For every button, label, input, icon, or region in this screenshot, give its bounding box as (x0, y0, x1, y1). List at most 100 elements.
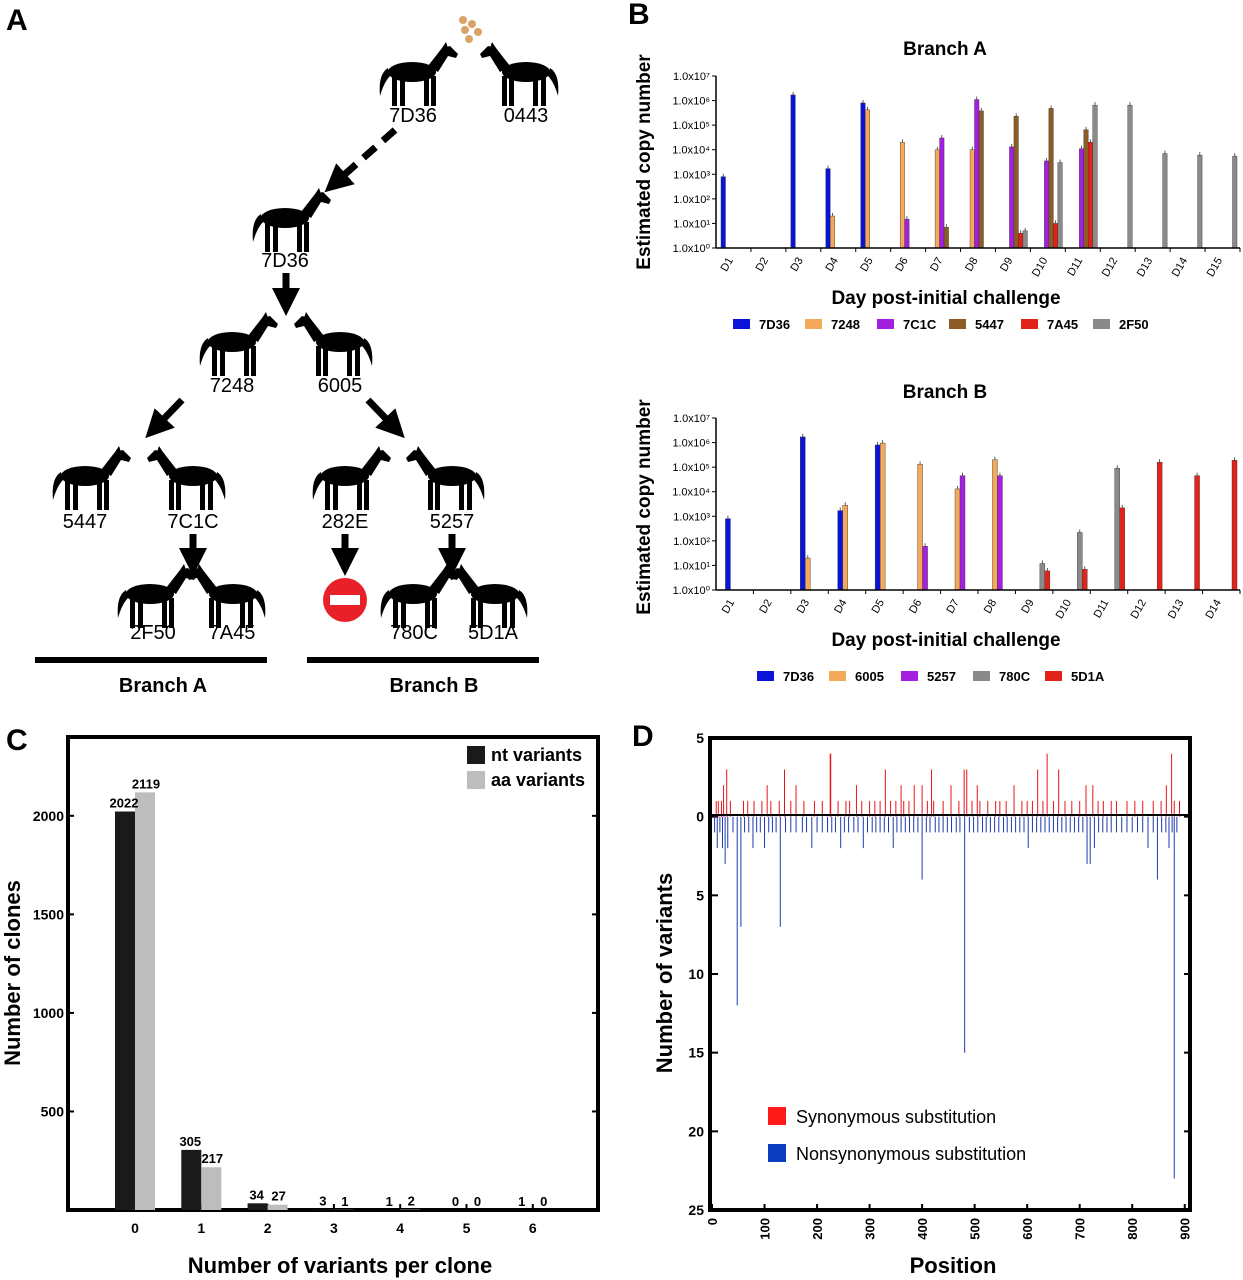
y-tick-label: 1.0x10¹ (673, 218, 710, 230)
bar-5d1a (1231, 460, 1238, 591)
x-tick-label: D13 (1135, 256, 1155, 279)
y-tick-label: 1.0x10³ (673, 169, 710, 181)
bar-aa-variants (201, 1167, 222, 1210)
bar-7a45 (1053, 223, 1059, 249)
bar-7c1c (904, 218, 910, 249)
x-ticks: D1 D2 D3 D4 D5 D6 D7 D8 D9 D10 D11 D12 D13 D14 D15 (719, 248, 1241, 279)
horse-silhouette-icon (380, 564, 459, 628)
bar-7248 (934, 149, 940, 249)
legend-swatch (1045, 671, 1062, 681)
y-axis-label: Number of clones (0, 880, 25, 1066)
x-tick-label: D9 (1019, 598, 1036, 616)
horse-silhouette-icon (252, 188, 331, 252)
value-label: 34 (249, 1187, 264, 1202)
bar-780c (1077, 532, 1083, 591)
y-tick-label: 20 (688, 1123, 704, 1139)
bar-7a45 (1088, 142, 1093, 249)
bar-7d36 (790, 94, 796, 249)
y-tick-label: 1.0x10⁷ (673, 71, 710, 83)
horse-id-5447: 5447 (63, 511, 108, 533)
bar-7a45 (1018, 233, 1024, 249)
y-tick-label: 1.0x10⁷ (673, 413, 710, 425)
bar-5447 (1048, 108, 1054, 249)
legend: 7D36 7248 7C1C 5447 7A45 2F50 (733, 317, 1149, 332)
legend-swatch (1093, 319, 1110, 329)
y-tick-label: 1.0x10⁰ (673, 585, 711, 597)
value-label: 217 (201, 1151, 223, 1166)
legend-label: 7C1C (903, 317, 937, 332)
x-tick-label: D10 (1054, 598, 1074, 621)
horse-id-5d1a: 5D1A (468, 622, 519, 644)
bar-nt-variants (247, 1203, 268, 1210)
bar-7d36 (720, 176, 726, 249)
bar-5d1a (1156, 461, 1163, 591)
horse-id-7a45: 7A45 (209, 622, 256, 644)
bar-5447 (1013, 116, 1019, 249)
bar-2f50 (1197, 154, 1203, 249)
legend-swatch (877, 319, 894, 329)
bar-7d36 (800, 436, 806, 591)
x-tick-label: 4 (396, 1220, 404, 1236)
legend-label: Nonsynonymous substitution (796, 1144, 1026, 1164)
bar-7248 (865, 109, 870, 249)
x-tick-label: D6 (907, 598, 924, 616)
y-tick-label: 1500 (33, 906, 64, 922)
y-tick-label: 1.0x10⁶ (672, 96, 710, 108)
x-tick-label: D2 (757, 598, 774, 616)
y-tick-label: 2000 (33, 808, 64, 824)
legend-label: 7A45 (1047, 317, 1078, 332)
x-axis-label: Number of variants per clone (188, 1253, 492, 1278)
horse-silhouette-icon (312, 446, 391, 510)
bar-aa-variants (267, 1204, 288, 1210)
horse-silhouette-icon (199, 312, 278, 376)
x-axis-label: Position (910, 1253, 997, 1278)
horse-id-780c: 780C (390, 622, 438, 644)
x-tick-label: D13 (1166, 598, 1186, 621)
x-tick-label: D4 (823, 256, 840, 274)
arrow-to-branch-a (145, 397, 185, 439)
horse-silhouette-icon (480, 42, 558, 106)
y-ticks: 1.0x10⁰ 1.0x10¹ 1.0x10² 1.0x10³ 1.0x10⁴ 1.0x1… (672, 413, 716, 597)
bar-2f50 (1022, 230, 1028, 249)
legend-swatch (757, 671, 774, 681)
horse-silhouette-icon (379, 42, 458, 106)
value-label: 3 (319, 1193, 326, 1208)
legend-label: 2F50 (1119, 317, 1149, 332)
horse-id-7d36-top: 7D36 (389, 105, 437, 127)
x-tick-label: D12 (1129, 598, 1149, 621)
branch-a-bar (35, 657, 267, 663)
horse-id-0443: 0443 (504, 105, 549, 127)
x-tick-label: 2 (264, 1220, 272, 1236)
y-ticks: 500 1000 1500 2000 (33, 808, 598, 1119)
x-tick-label: D4 (832, 598, 849, 616)
value-label: 2022 (110, 795, 139, 810)
bar-5447 (1083, 129, 1089, 249)
bar-6005 (805, 557, 811, 591)
chart-branch-b: Branch B Estimated copy number Day post-… (634, 382, 1241, 684)
legend-swatch (901, 671, 918, 681)
bar-2f50 (1127, 104, 1133, 249)
bar-5447 (978, 110, 984, 249)
horse-silhouette-icon (449, 564, 527, 628)
value-label: 2 (408, 1194, 415, 1209)
x-tick-label: 900 (1178, 1218, 1193, 1240)
bar-7c1c (974, 99, 980, 249)
horse-silhouette-icon (117, 564, 196, 628)
y-tick-label: 0 (696, 809, 704, 825)
legend-label: 7248 (831, 317, 860, 332)
x-tick-label: D3 (789, 256, 806, 274)
panel-d-label: D (632, 720, 654, 753)
bar-7248 (830, 215, 835, 249)
legend: nt variants aa variants (467, 745, 585, 790)
bar-5257 (959, 475, 966, 591)
bar-aa-variants (135, 792, 155, 1210)
y-tick-label: 1.0x10⁵ (672, 462, 710, 474)
y-tick-label: 1.0x10⁰ (673, 243, 711, 255)
y-tick-label: 15 (688, 1045, 704, 1061)
bar-5257 (922, 546, 928, 591)
horse-id-282e: 282E (322, 511, 369, 533)
legend-label: Synonymous substitution (796, 1107, 996, 1127)
panel-c-label: C (6, 724, 28, 757)
legend-swatch (973, 671, 990, 681)
